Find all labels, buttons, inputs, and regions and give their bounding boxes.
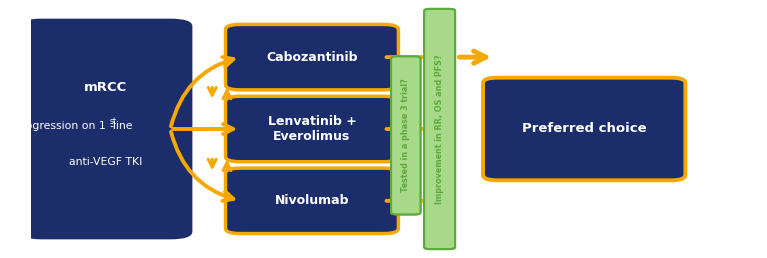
Text: Improvement in RR, OS and PFS?: Improvement in RR, OS and PFS? bbox=[435, 54, 444, 204]
Text: Improvement in RR, OS and PFS?: Improvement in RR, OS and PFS? bbox=[435, 54, 444, 204]
Text: mRCC: mRCC bbox=[84, 82, 127, 94]
FancyBboxPatch shape bbox=[225, 96, 398, 162]
Text: Preferred choice: Preferred choice bbox=[522, 123, 647, 135]
FancyBboxPatch shape bbox=[19, 19, 193, 239]
Text: Progression on 1: Progression on 1 bbox=[15, 122, 106, 131]
Text: Lenvatinib +
Everolimus: Lenvatinib + Everolimus bbox=[268, 115, 357, 143]
Text: anti-VEGF TKI: anti-VEGF TKI bbox=[69, 157, 143, 167]
Text: Tested in a phase 3 trial?: Tested in a phase 3 trial? bbox=[401, 78, 410, 192]
Text: Cabozantinib: Cabozantinib bbox=[266, 51, 357, 64]
Text: Nivolumab: Nivolumab bbox=[275, 194, 349, 207]
FancyBboxPatch shape bbox=[225, 168, 398, 233]
Text: -line: -line bbox=[110, 122, 133, 131]
FancyBboxPatch shape bbox=[225, 25, 398, 90]
Text: st: st bbox=[110, 117, 117, 126]
FancyBboxPatch shape bbox=[391, 57, 420, 214]
FancyBboxPatch shape bbox=[424, 9, 455, 249]
Text: Tested in a phase 3 trial?: Tested in a phase 3 trial? bbox=[401, 78, 410, 192]
FancyBboxPatch shape bbox=[424, 9, 455, 249]
FancyBboxPatch shape bbox=[391, 57, 420, 214]
FancyBboxPatch shape bbox=[483, 78, 686, 180]
